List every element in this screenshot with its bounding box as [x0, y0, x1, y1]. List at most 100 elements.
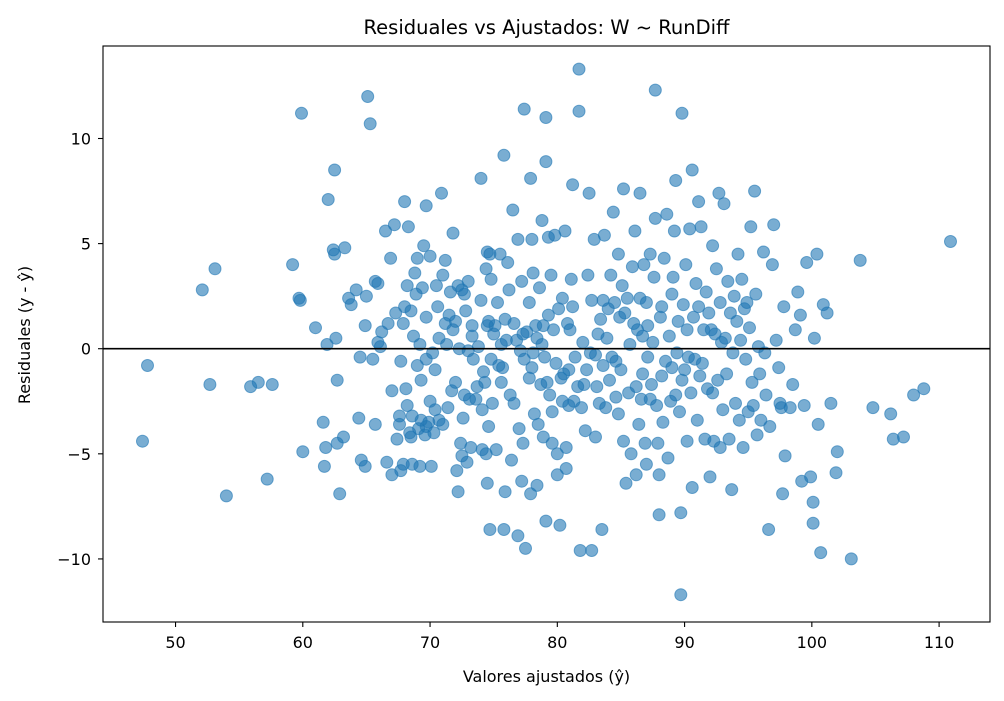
data-point	[564, 272, 578, 286]
data-point	[651, 436, 665, 450]
data-point	[483, 523, 497, 536]
data-point	[497, 523, 511, 536]
data-point	[265, 378, 279, 391]
data-point	[457, 287, 471, 301]
data-point	[585, 544, 599, 557]
data-point	[553, 518, 567, 532]
data-point	[722, 432, 736, 446]
data-point	[456, 411, 470, 425]
data-point	[660, 207, 674, 221]
data-point	[810, 247, 824, 261]
data-point	[349, 283, 363, 297]
data-point	[907, 388, 921, 402]
data-point	[506, 203, 520, 217]
data-point	[580, 363, 594, 377]
data-point	[716, 403, 730, 417]
data-point	[652, 508, 666, 522]
data-point	[450, 464, 464, 478]
data-point	[589, 430, 602, 444]
data-point	[461, 274, 475, 288]
data-point	[195, 283, 209, 297]
data-point	[398, 195, 412, 209]
data-point	[683, 222, 697, 236]
data-point	[699, 285, 713, 299]
data-point	[711, 373, 725, 387]
data-point	[844, 552, 858, 566]
data-point	[539, 155, 553, 169]
data-point	[739, 352, 753, 366]
data-point	[666, 270, 680, 284]
data-point	[749, 287, 763, 301]
data-point	[643, 247, 657, 261]
data-point	[469, 392, 483, 406]
data-point	[338, 241, 352, 255]
data-point	[633, 186, 647, 200]
data-point	[735, 272, 749, 286]
data-point	[491, 296, 504, 309]
data-point	[758, 346, 772, 360]
data-point	[611, 247, 625, 261]
data-point	[559, 441, 573, 454]
data-point	[544, 268, 558, 282]
data-point	[541, 308, 555, 322]
data-point	[820, 306, 834, 320]
data-point	[393, 417, 406, 431]
data-point	[390, 432, 404, 446]
data-point	[648, 83, 662, 97]
data-point	[740, 296, 754, 309]
data-point	[680, 434, 694, 448]
data-point	[515, 274, 529, 288]
data-point	[884, 407, 898, 421]
data-point	[581, 268, 595, 282]
data-point	[800, 256, 814, 269]
x-tick-label: 90	[674, 633, 694, 652]
data-point	[526, 266, 540, 280]
data-point	[596, 359, 610, 372]
data-point	[641, 319, 655, 333]
data-point	[718, 331, 732, 345]
data-point	[428, 363, 442, 377]
data-point	[712, 186, 726, 200]
data-point	[465, 329, 479, 343]
data-point	[482, 420, 496, 433]
data-point	[726, 346, 740, 360]
data-point	[750, 428, 764, 442]
data-point	[384, 251, 398, 265]
data-point	[629, 380, 643, 394]
data-point	[791, 285, 805, 299]
data-point	[478, 375, 492, 389]
data-point	[440, 338, 454, 351]
data-point	[208, 262, 222, 276]
data-point	[219, 489, 233, 503]
data-point	[550, 447, 564, 461]
data-point	[415, 281, 429, 295]
data-point	[853, 253, 867, 267]
data-point	[366, 352, 380, 366]
data-point	[645, 378, 658, 391]
data-point	[636, 329, 650, 343]
x-tick-label: 100	[797, 633, 828, 652]
data-point	[480, 476, 494, 490]
data-point	[474, 171, 488, 185]
data-point	[590, 380, 604, 394]
data-point	[545, 436, 559, 450]
data-point	[488, 319, 502, 333]
data-point	[485, 396, 499, 410]
data-point	[636, 367, 650, 381]
data-point	[614, 363, 628, 377]
chart-title: Residuales vs Ajustados: W ~ RunDiff	[364, 16, 731, 39]
data-point	[748, 184, 762, 198]
data-point	[670, 346, 684, 360]
data-point	[806, 495, 820, 509]
data-point	[717, 197, 731, 211]
data-point	[539, 514, 553, 528]
data-point	[371, 277, 385, 290]
data-point	[575, 401, 588, 415]
y-tick-label: −10	[57, 550, 91, 569]
data-point	[387, 218, 401, 232]
data-point	[673, 405, 686, 419]
data-point	[396, 317, 410, 330]
data-point	[493, 247, 507, 261]
data-point	[373, 340, 387, 354]
data-point	[619, 476, 633, 490]
